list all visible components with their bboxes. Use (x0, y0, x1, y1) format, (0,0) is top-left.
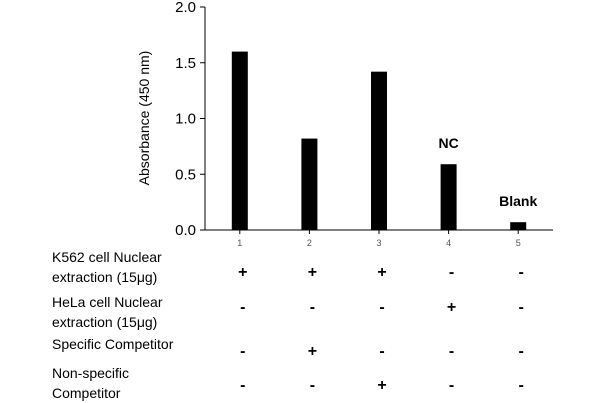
y-axis-label: Absorbance (450 nm) (136, 51, 152, 186)
x-tick-label: 3 (376, 238, 381, 248)
minus-sign: - (518, 299, 524, 316)
minus-sign: - (518, 264, 524, 281)
bars (231, 51, 527, 230)
y-axis: 0.0 0.5 1.0 1.5 2.0 (175, 0, 206, 239)
bar-annotations: NC Blank (438, 135, 537, 209)
plus-sign: + (446, 299, 457, 316)
x-tick-label: 4 (446, 238, 451, 248)
x-tick-label: 1 (237, 238, 242, 248)
condition-label: HeLa cell Nuclear extraction (15μg) (52, 294, 163, 330)
y-tick-label: 0.5 (175, 166, 196, 183)
bar (371, 71, 387, 230)
bar (440, 164, 457, 230)
minus-sign: - (240, 377, 246, 394)
minus-sign: - (448, 264, 455, 281)
minus-sign: - (379, 299, 385, 316)
plus-sign: + (307, 264, 318, 281)
x-axis: 1 2 3 4 5 (205, 229, 553, 248)
minus-sign: - (309, 299, 316, 316)
minus-sign: - (309, 377, 316, 394)
x-tick-label: 2 (307, 238, 312, 248)
minus-sign: - (448, 377, 455, 394)
y-tick-label: 0.0 (175, 222, 196, 239)
bar-annotation: Blank (499, 193, 537, 209)
minus-sign: - (240, 299, 246, 316)
x-tick-label: 5 (516, 238, 521, 248)
plus-sign: + (238, 264, 248, 281)
bar (301, 138, 318, 230)
minus-sign: - (448, 343, 455, 360)
y-tick-label: 1.5 (175, 55, 196, 72)
plus-sign: + (377, 377, 387, 394)
plus-sign: + (307, 343, 318, 360)
minus-sign: - (518, 377, 524, 394)
minus-sign: - (518, 343, 524, 360)
condition-label: Specific Competitor (52, 336, 174, 352)
y-tick-label: 1.0 (175, 111, 196, 128)
condition-label: K562 cell Nuclear extraction (15μg) (52, 249, 162, 285)
condition-label: Non-specific Competitor (52, 365, 130, 401)
minus-sign: - (379, 343, 385, 360)
minus-sign: - (240, 343, 246, 360)
bar-annotation: NC (438, 135, 458, 151)
y-tick-label: 2.0 (175, 0, 196, 16)
bar (231, 51, 248, 230)
plus-sign: + (377, 264, 387, 281)
bar (510, 222, 527, 230)
